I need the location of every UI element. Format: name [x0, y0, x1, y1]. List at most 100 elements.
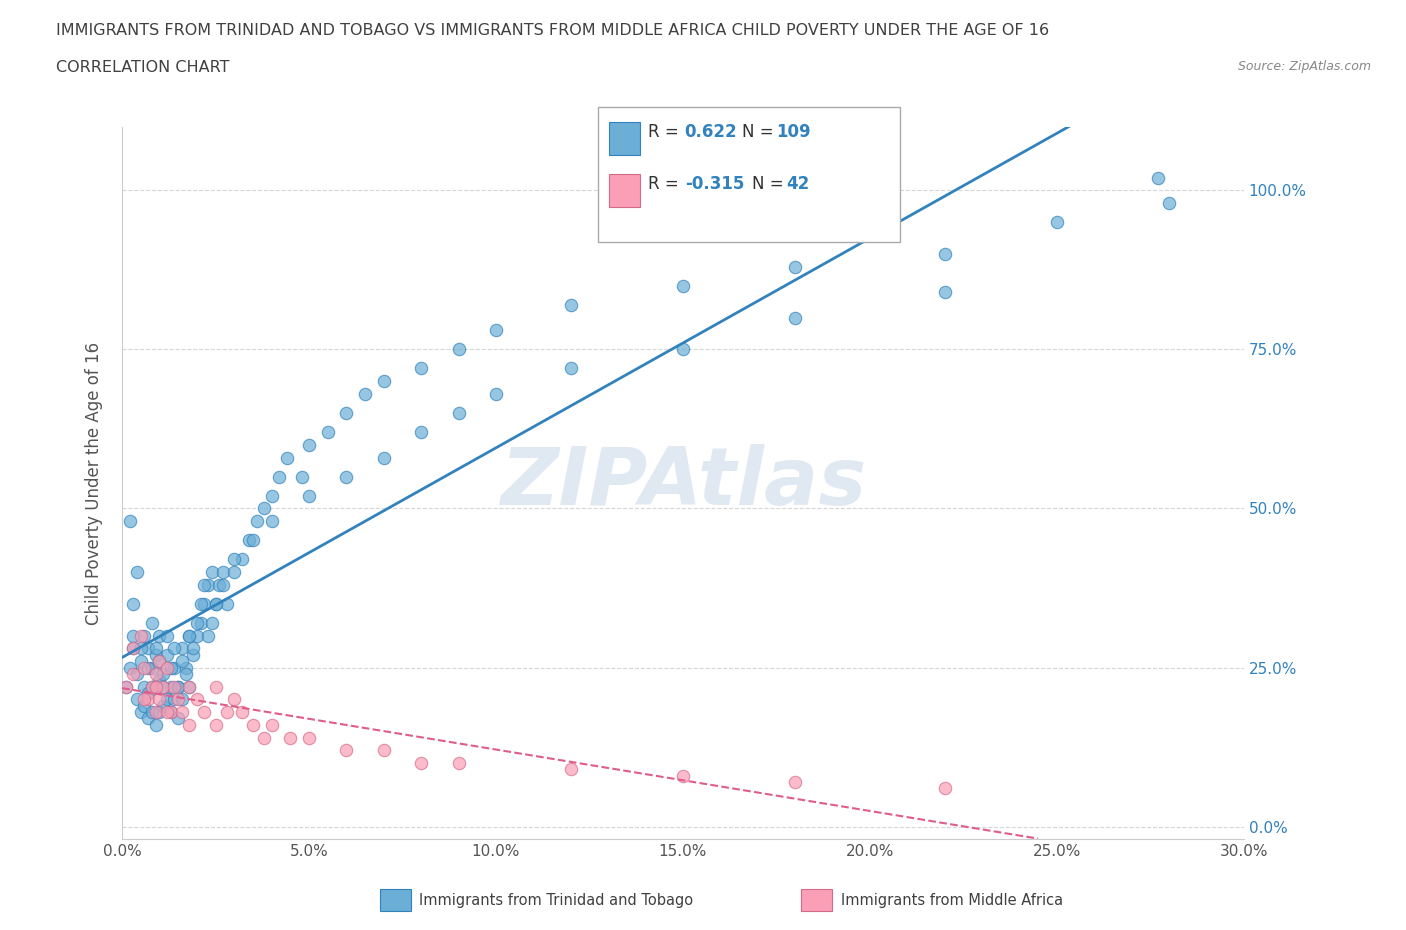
- Point: [159, 679, 181, 694]
- Point: [197, 578, 219, 592]
- Point: [485, 323, 508, 338]
- Text: N =: N =: [742, 123, 779, 141]
- Point: [167, 692, 190, 707]
- Point: [141, 705, 163, 720]
- Point: [269, 469, 291, 484]
- Point: [129, 654, 152, 669]
- Point: [204, 679, 226, 694]
- Point: [231, 551, 253, 566]
- Point: [174, 667, 197, 682]
- Point: [122, 641, 145, 656]
- Point: [212, 578, 235, 592]
- Point: [1046, 215, 1069, 230]
- Point: [118, 513, 141, 528]
- Point: [201, 616, 224, 631]
- Text: -0.315: -0.315: [685, 175, 744, 193]
- Point: [485, 387, 508, 402]
- Point: [148, 692, 170, 707]
- Point: [181, 641, 204, 656]
- Point: [156, 647, 179, 662]
- Point: [253, 730, 276, 745]
- Point: [411, 361, 433, 376]
- Point: [215, 596, 238, 611]
- Text: R =: R =: [648, 175, 685, 193]
- Point: [145, 705, 167, 720]
- Point: [118, 660, 141, 675]
- Point: [212, 565, 235, 579]
- Point: [181, 647, 204, 662]
- Point: [190, 596, 212, 611]
- Point: [354, 387, 377, 402]
- Point: [145, 679, 167, 694]
- Point: [447, 405, 470, 420]
- Point: [298, 730, 321, 745]
- Point: [122, 629, 145, 644]
- Point: [934, 246, 956, 261]
- Point: [114, 679, 136, 694]
- Point: [179, 679, 201, 694]
- Point: [156, 660, 179, 675]
- Point: [145, 647, 167, 662]
- Point: [560, 298, 582, 312]
- Point: [934, 781, 956, 796]
- Point: [186, 692, 208, 707]
- Point: [204, 596, 226, 611]
- Point: [201, 565, 224, 579]
- Point: [934, 285, 956, 299]
- Text: CORRELATION CHART: CORRELATION CHART: [56, 60, 229, 75]
- Point: [148, 629, 170, 644]
- Point: [134, 698, 156, 713]
- Point: [260, 717, 283, 732]
- Point: [560, 361, 582, 376]
- Point: [179, 679, 201, 694]
- Point: [260, 488, 283, 503]
- Point: [159, 705, 181, 720]
- Point: [179, 629, 201, 644]
- Point: [298, 437, 321, 452]
- Point: [278, 730, 301, 745]
- Point: [152, 667, 174, 682]
- Point: [136, 711, 159, 726]
- Point: [148, 705, 170, 720]
- Point: [122, 596, 145, 611]
- Point: [136, 692, 159, 707]
- Text: Immigrants from Trinidad and Tobago: Immigrants from Trinidad and Tobago: [419, 893, 693, 908]
- Point: [159, 705, 181, 720]
- Point: [186, 629, 208, 644]
- Point: [447, 755, 470, 770]
- Point: [152, 679, 174, 694]
- Text: Immigrants from Middle Africa: Immigrants from Middle Africa: [841, 893, 1063, 908]
- Point: [145, 667, 167, 682]
- Point: [156, 705, 179, 720]
- Point: [134, 692, 156, 707]
- Text: R =: R =: [648, 123, 685, 141]
- Point: [141, 616, 163, 631]
- Point: [193, 705, 215, 720]
- Point: [125, 667, 148, 682]
- Point: [134, 660, 156, 675]
- Text: Source: ZipAtlas.com: Source: ZipAtlas.com: [1237, 60, 1371, 73]
- Point: [672, 278, 695, 293]
- Point: [145, 641, 167, 656]
- Point: [129, 641, 152, 656]
- Text: 0.622: 0.622: [685, 123, 737, 141]
- Point: [783, 775, 806, 790]
- Point: [242, 717, 264, 732]
- Point: [373, 450, 395, 465]
- Y-axis label: Child Poverty Under the Age of 16: Child Poverty Under the Age of 16: [86, 341, 103, 625]
- Point: [335, 743, 357, 758]
- Point: [298, 488, 321, 503]
- Text: 109: 109: [776, 123, 811, 141]
- Point: [170, 705, 193, 720]
- Point: [136, 660, 159, 675]
- Point: [141, 679, 163, 694]
- Point: [145, 717, 167, 732]
- Text: IMMIGRANTS FROM TRINIDAD AND TOBAGO VS IMMIGRANTS FROM MIDDLE AFRICA CHILD POVER: IMMIGRANTS FROM TRINIDAD AND TOBAGO VS I…: [56, 23, 1049, 38]
- Point: [447, 342, 470, 357]
- Point: [560, 762, 582, 777]
- Point: [179, 629, 201, 644]
- Point: [179, 717, 201, 732]
- Point: [170, 692, 193, 707]
- Point: [253, 501, 276, 516]
- Point: [204, 596, 226, 611]
